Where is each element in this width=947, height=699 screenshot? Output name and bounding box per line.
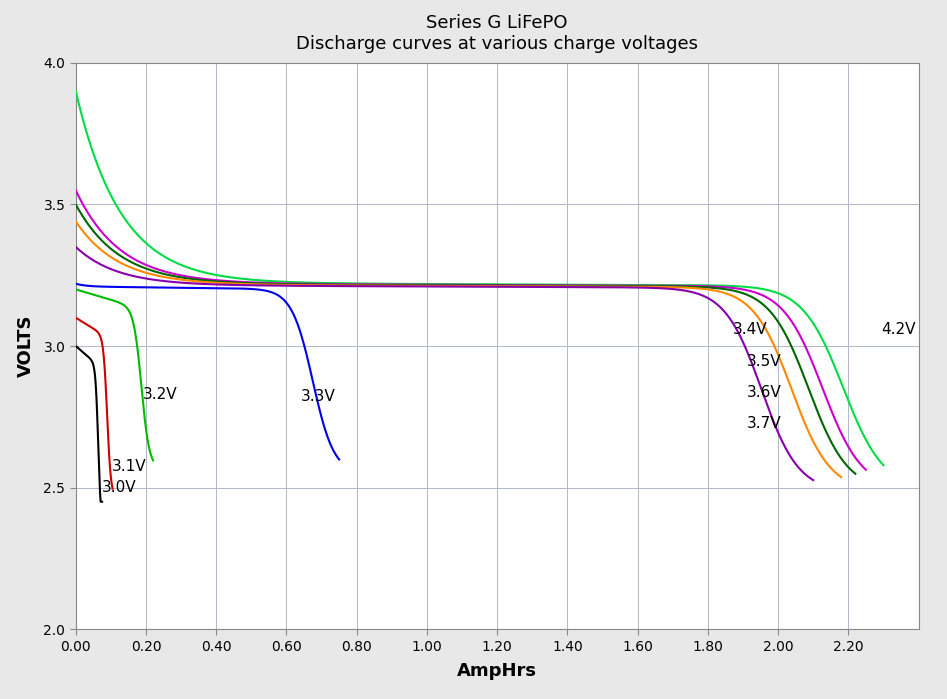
X-axis label: AmpHrs: AmpHrs	[457, 662, 537, 680]
Text: 3.4V: 3.4V	[732, 322, 767, 336]
Text: 3.5V: 3.5V	[746, 354, 781, 369]
Y-axis label: VOLTS: VOLTS	[17, 315, 35, 377]
Text: 3.3V: 3.3V	[300, 389, 335, 405]
Text: 3.2V: 3.2V	[142, 387, 177, 402]
Text: 4.2V: 4.2V	[882, 322, 916, 336]
Text: 3.0V: 3.0V	[102, 480, 136, 495]
Text: 3.7V: 3.7V	[746, 417, 781, 431]
Text: 3.6V: 3.6V	[746, 385, 781, 401]
Title: Series G LiFePO
Discharge curves at various charge voltages: Series G LiFePO Discharge curves at vari…	[296, 14, 698, 53]
Text: 3.1V: 3.1V	[112, 459, 147, 474]
